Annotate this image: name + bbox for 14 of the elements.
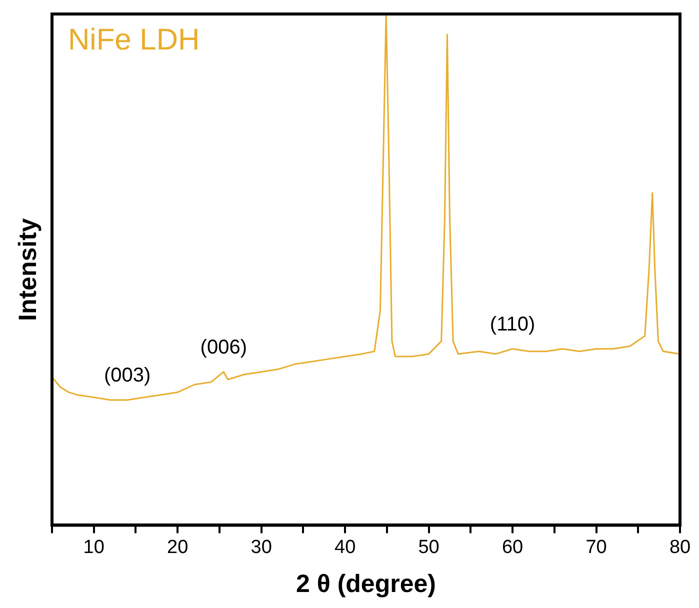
- x-tick-label: 20: [167, 536, 188, 558]
- x-tick-label: 40: [334, 536, 356, 558]
- x-tick-label: 10: [83, 536, 104, 558]
- x-tick-label: 80: [669, 536, 691, 558]
- x-tick-label: 60: [502, 536, 524, 558]
- x-tick-label: 70: [586, 536, 607, 558]
- annotation: (003): [104, 364, 151, 386]
- annotation: (006): [200, 336, 248, 358]
- x-tick-label: 30: [250, 536, 272, 558]
- text: NiFe LDH: [68, 23, 200, 56]
- x-tick-label: 50: [418, 536, 440, 558]
- y-axis-title: Intensity: [14, 218, 42, 321]
- annotation: (110): [490, 313, 536, 336]
- x-axis-title: 2 θ (degree): [296, 570, 436, 598]
